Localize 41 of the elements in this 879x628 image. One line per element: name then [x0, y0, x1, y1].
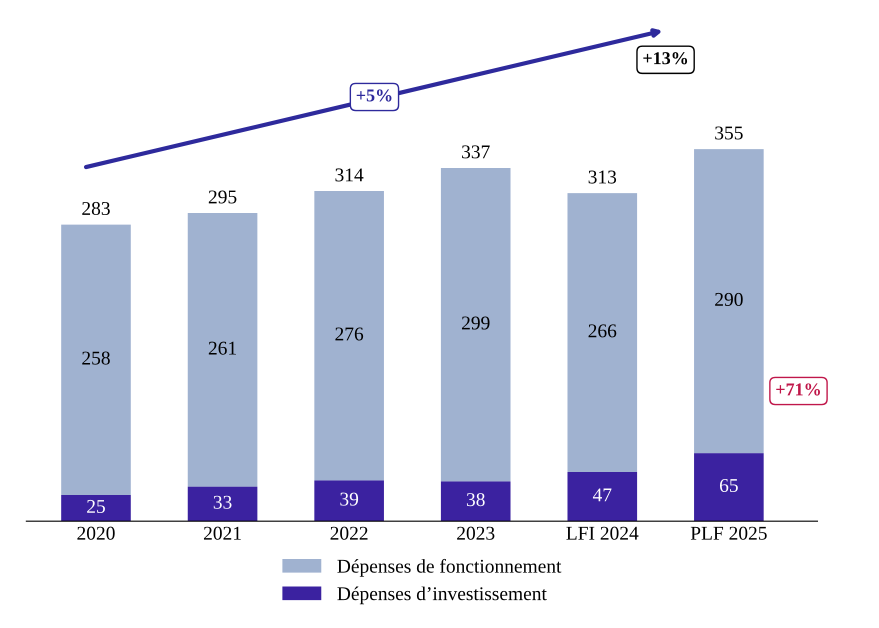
- data-label: 25: [87, 500, 105, 514]
- total-label: 313: [588, 170, 616, 184]
- data-label: 299: [462, 316, 490, 330]
- data-label: 261: [208, 342, 236, 355]
- data-label: 290: [715, 292, 743, 306]
- bar: [694, 453, 764, 522]
- text: +5%: [356, 89, 392, 102]
- x-tick-label: 2023: [457, 526, 494, 540]
- bar: [188, 213, 258, 487]
- bar: [314, 480, 384, 522]
- bar: [567, 193, 638, 472]
- x-tick-label: 2020: [77, 526, 115, 540]
- total-label: 295: [208, 190, 236, 204]
- bar: [188, 486, 258, 522]
- total-label: 337: [462, 145, 490, 158]
- data-label: 33: [214, 496, 232, 509]
- data-label: 266: [588, 324, 616, 338]
- data-label: 258: [82, 352, 110, 365]
- legend-label: Dépenses de fonctionnement: [337, 558, 562, 577]
- bar: [440, 168, 511, 482]
- bar: [61, 495, 131, 522]
- legend-label: Dépenses d’investissement: [337, 586, 547, 604]
- x-tick-label: LFI 2024: [566, 526, 638, 540]
- text: +13%: [643, 52, 688, 64]
- bar: [440, 481, 511, 522]
- bar: [567, 472, 638, 522]
- x-tick-label: PLF 2025: [690, 526, 767, 540]
- total-label: 283: [82, 202, 110, 216]
- total-label: 314: [335, 168, 364, 182]
- data-label: 38: [466, 493, 485, 506]
- data-label: 47: [592, 488, 612, 502]
- annotation: +71%: [776, 383, 820, 396]
- x-tick-label: 2022: [330, 526, 368, 540]
- bar: [694, 149, 764, 454]
- bar: [314, 191, 384, 480]
- data-label: 276: [335, 327, 364, 341]
- data-label: 65: [720, 478, 738, 492]
- data-label: 39: [340, 492, 358, 506]
- bar: [61, 224, 131, 496]
- total-label: 355: [715, 126, 743, 140]
- x-tick-label: 2021: [204, 526, 241, 540]
